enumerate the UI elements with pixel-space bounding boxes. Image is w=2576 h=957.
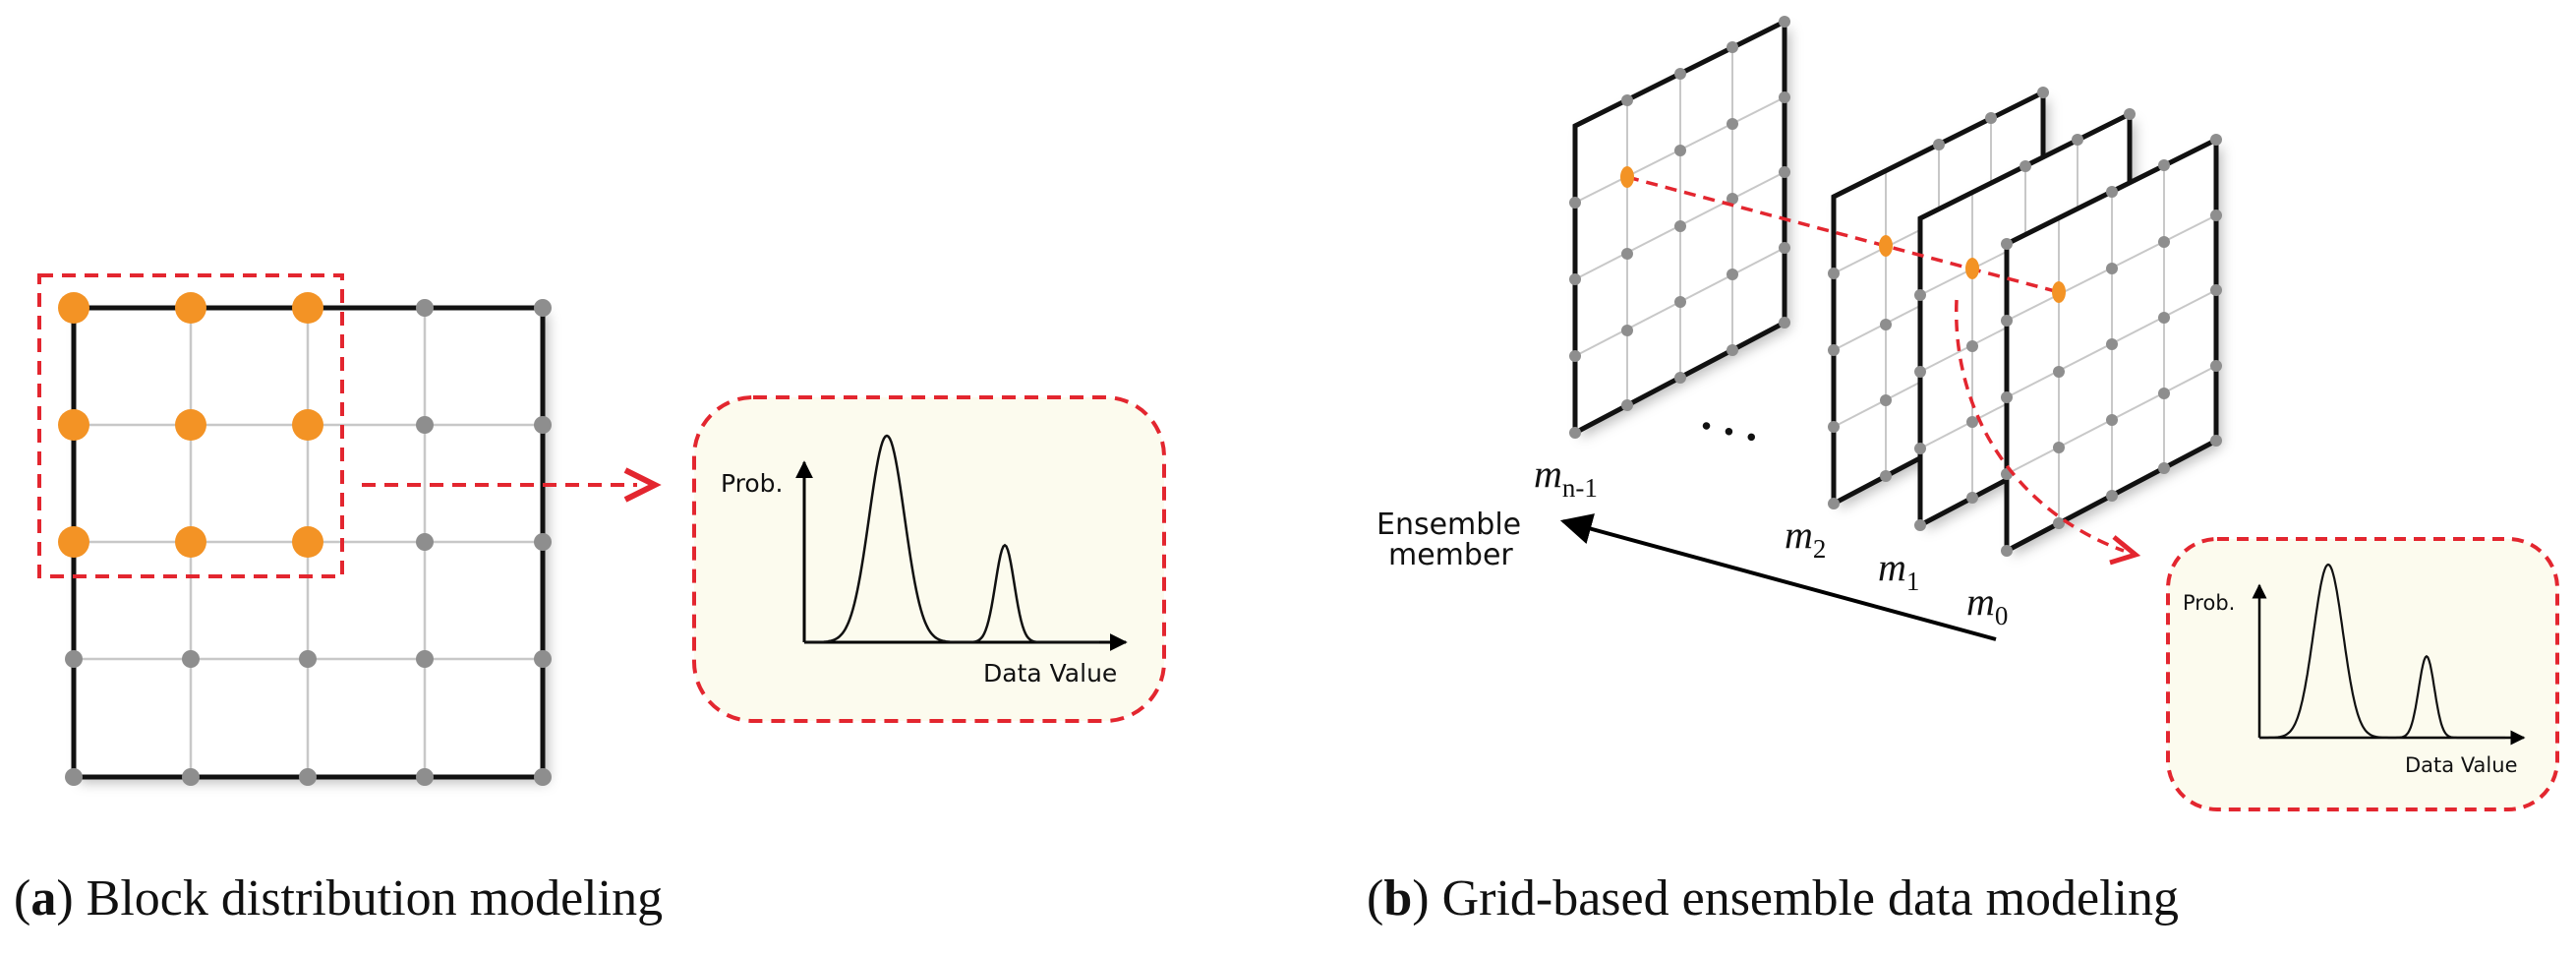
ensemble-sample-line: [1620, 166, 2066, 303]
pdf-x-label: Data Value: [2405, 753, 2518, 777]
pdf-box-b: Prob. Data Value: [2166, 537, 2559, 811]
label-m-n-1: mn-1: [1534, 451, 1598, 503]
member-panel-n-1: [1569, 16, 1790, 439]
pdf-y-label: Prob.: [721, 469, 783, 498]
member-panel-0: [2001, 134, 2222, 557]
block-selection: [37, 273, 344, 578]
ensemble-axis-arrow: [1559, 513, 1997, 641]
grid-points: [65, 299, 552, 786]
panel-b: • • • mn-1 m2 m1 m0 Ensemble member Prob…: [1367, 16, 2559, 927]
pdf-curve: [804, 434, 1099, 644]
panel-a: Prob. Data Value (a) Block distribution …: [14, 273, 1166, 927]
caption-a: (a) Block distribution modeling: [14, 870, 663, 927]
pdf-box-a: Prob. Data Value: [692, 395, 1166, 723]
pdf-x-label: Data Value: [983, 659, 1117, 688]
block-points: [58, 292, 323, 558]
ensemble-axis-label-1: Ensemble: [1376, 508, 1521, 542]
label-m0: m0: [1966, 579, 2008, 630]
ensemble-axis-label-2: member: [1388, 538, 1513, 572]
sample-to-pdf-arrow: [1955, 299, 2141, 566]
pdf-curve: [2259, 563, 2505, 740]
caption-b: (b) Grid-based ensemble data modeling: [1367, 870, 2179, 927]
block-grid: [37, 273, 552, 786]
member-ellipsis: • • •: [1695, 411, 1762, 454]
pdf-y-label: Prob.: [2183, 591, 2235, 615]
block-to-pdf-arrow: [362, 467, 662, 503]
label-m2: m2: [1785, 512, 1826, 564]
label-m1: m1: [1878, 545, 1919, 596]
